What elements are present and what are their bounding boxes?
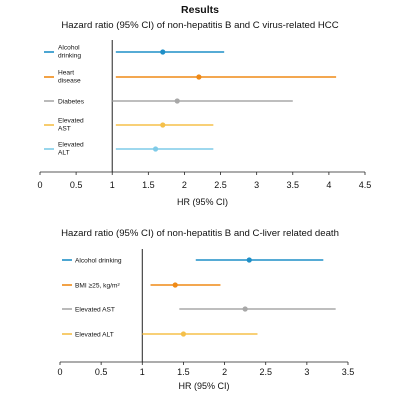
chart1-tick-label: 2 — [182, 180, 187, 190]
chart1-tick-label: 0 — [37, 180, 42, 190]
chart1-hr-point — [174, 98, 180, 104]
chart1-tick-label: 4.5 — [359, 180, 372, 190]
chart1-legend-label: Heart disease — [58, 70, 81, 85]
chart2-tick-label: 0.5 — [95, 367, 108, 377]
chart2-x-label: HR (95% CI) — [178, 381, 229, 391]
chart1-svg: 0 0.5 1 1.5 2 2.5 3 3.5 4 4.5 HR (95% CI) Alcohol dr… — [37, 40, 372, 207]
chart2-hr-point — [242, 306, 248, 312]
chart1-legend-label: Diabetes — [58, 98, 85, 105]
chart1-tick-label: 0.5 — [70, 180, 83, 190]
chart1-tick-label: 1.5 — [142, 180, 155, 190]
chart2-legend-label: BMI ≥25, kg/m² — [75, 282, 120, 289]
chart2-tick-label: 2.5 — [259, 367, 272, 377]
chart2-legend-label: Alcohol drinking — [75, 257, 122, 264]
chart1-title: Hazard ratio (95% CI) of non-hepatitis B… — [61, 20, 339, 31]
chart1-hr-point — [160, 49, 166, 55]
chart2-hr-point — [180, 331, 187, 337]
chart1-tick-label: 3 — [254, 180, 259, 190]
chart1-tick-label: 2.5 — [214, 180, 227, 190]
chart2-tick-label: 1.5 — [177, 367, 190, 377]
chart1-x-label: HR (95% CI) — [177, 197, 228, 207]
chart2-title: Hazard ratio (95% CI) of non-hepatitis B… — [61, 228, 339, 239]
chart1-legend-label: Elevated AST — [58, 118, 84, 133]
chart1-legend-label: Elevated ALT — [58, 142, 84, 157]
chart1-hr-point — [160, 122, 166, 128]
chart2-tick-label: 1 — [140, 367, 145, 377]
chart1-legend-label: Alcohol drinking — [58, 45, 81, 60]
chart2-legend-label: Elevated ALT — [75, 331, 114, 338]
results-heading: Results — [181, 4, 219, 16]
chart1-tick-label: 4 — [326, 180, 331, 190]
chart2-tick-label: 3.5 — [342, 367, 355, 377]
chart2-hr-point — [172, 282, 178, 288]
chart2-tick-label: 0 — [57, 367, 62, 377]
chart2-tick-label: 3 — [304, 367, 309, 377]
chart2-hr-point — [246, 257, 252, 263]
chart1-tick-label: 1 — [110, 180, 115, 190]
chart1-tick-label: 3.5 — [287, 180, 300, 190]
chart1-hr-point — [152, 146, 159, 152]
chart1-hr-point — [196, 74, 202, 80]
chart2-legend-label: Elevated AST — [75, 306, 115, 313]
chart2-tick-label: 2 — [222, 367, 227, 377]
